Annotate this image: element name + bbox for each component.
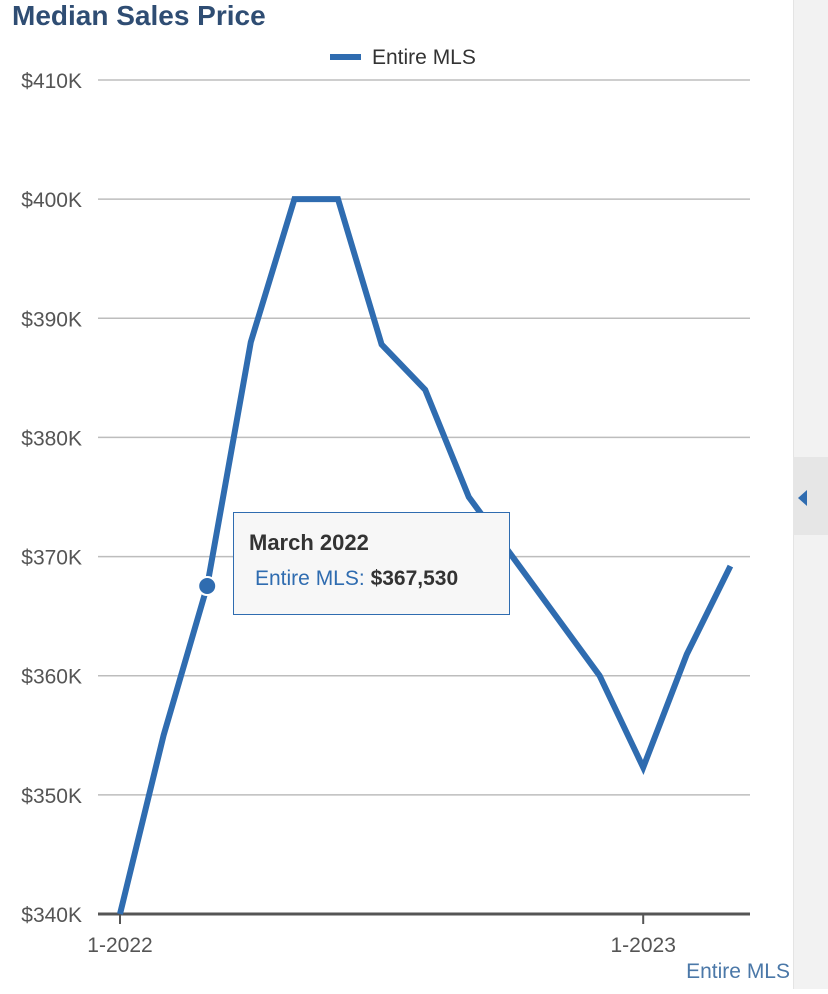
x-tick-label: 1-2022 — [87, 934, 152, 957]
y-tick-label: $380K — [21, 427, 82, 450]
legend-swatch-entire-mls — [330, 54, 361, 60]
y-tick-label: $340K — [21, 904, 82, 927]
legend-label-entire-mls[interactable]: Entire MLS — [372, 46, 476, 69]
chart-title: Median Sales Price — [12, 0, 266, 31]
tooltip-series-label: Entire MLS: — [255, 567, 365, 590]
collapse-arrow-icon[interactable] — [798, 490, 807, 506]
y-tick-label: $370K — [21, 547, 82, 570]
y-tick-label: $390K — [21, 308, 82, 331]
tooltip-row: Entire MLS: $367,530 — [255, 567, 458, 591]
y-tick-label: $350K — [21, 785, 82, 808]
chart-area: $340K $350K $360K $370K $380K $390K $400K $410K… — [21, 46, 750, 957]
tooltip: March 2022 Entire MLS: $367,530 — [233, 512, 510, 615]
data-point-highlighted[interactable] — [197, 575, 218, 596]
y-axis-ticks: $340K $350K $360K $370K $380K $390K $400K $410K — [21, 70, 82, 927]
tooltip-title: March 2022 — [249, 530, 369, 555]
median-sales-price-chart: $340K $350K $360K $370K $380K $390K $400K $410K… — [21, 46, 750, 957]
y-tick-label: $400K — [21, 189, 82, 212]
hover-points[interactable] — [197, 575, 218, 596]
series-line-entire-mls — [117, 196, 734, 915]
gridlines — [98, 79, 750, 796]
y-tick-label: $360K — [21, 666, 82, 689]
footer-legend-link[interactable]: Entire MLS — [686, 960, 790, 983]
x-tick-label: 1-2023 — [611, 934, 676, 957]
series-entire-mls — [117, 196, 734, 915]
y-tick-label: $410K — [21, 70, 82, 93]
x-axis: 1-2022 1-2023 — [87, 912, 750, 957]
legend[interactable]: Entire MLS — [330, 46, 476, 69]
tooltip-value: $367,530 — [370, 567, 459, 590]
